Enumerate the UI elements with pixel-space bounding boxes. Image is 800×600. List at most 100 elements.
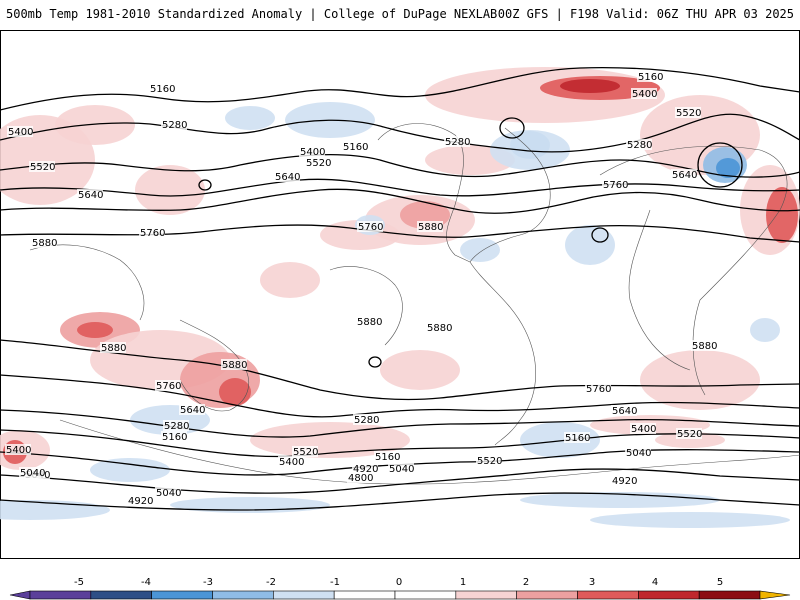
contour-label: 5400 <box>8 127 33 138</box>
anomaly-region <box>380 350 460 390</box>
contour-label-bg <box>626 139 652 150</box>
colorbar-segment <box>455 590 517 600</box>
colorbar-min-arrow <box>9 590 31 600</box>
contour-label: 5520 <box>477 456 502 467</box>
height-contour <box>0 188 800 214</box>
contour-label-bg <box>631 88 657 99</box>
height-contour <box>0 113 800 153</box>
contour-label: 5400 <box>632 89 657 100</box>
contour-label: 5880 <box>692 341 717 352</box>
contour-label: 5760 <box>358 222 383 233</box>
contour-label: 5880 <box>32 238 57 249</box>
anomaly-region <box>565 225 615 265</box>
contour-label-bg <box>671 169 697 180</box>
contour-label: 5280 <box>162 120 187 131</box>
colorbar-segment <box>90 590 152 600</box>
contour-label: 5160 <box>375 452 400 463</box>
contour-label: 5160 <box>638 72 663 83</box>
height-contour <box>0 409 800 438</box>
contour-label-bg <box>155 487 181 498</box>
anomaly-region <box>460 238 500 262</box>
anomaly-region <box>766 187 798 243</box>
colorbar-tick-label: 0 <box>396 577 402 588</box>
contour-label: 4800 <box>348 473 373 484</box>
contour-label: 5640 <box>275 172 300 183</box>
colorbar-segment <box>698 590 761 600</box>
contour-label: 5160 <box>150 84 175 95</box>
contour-label: 4920 <box>353 464 378 475</box>
contour-label-bg <box>356 316 382 327</box>
contour-label-bg <box>31 237 57 248</box>
contour-label: 5520 <box>676 108 701 119</box>
colorbar-tick-label: -1 <box>330 577 340 588</box>
colorbar-segment <box>151 590 213 600</box>
closed-contour <box>368 356 382 368</box>
contour-label-bg <box>5 444 31 455</box>
colorbar-tick-label: -5 <box>74 577 84 588</box>
contour-label: 5760 <box>603 180 628 191</box>
contour-label-bg <box>127 495 153 506</box>
anomaly-region <box>55 105 135 145</box>
contour-label-bg <box>342 141 368 152</box>
closed-contour <box>499 117 525 139</box>
contour-label-bg <box>374 451 400 462</box>
anomaly-region <box>560 79 620 93</box>
colorbar-segment <box>638 590 700 600</box>
contour-label-bg <box>19 467 45 478</box>
contour-label-bg <box>139 227 165 238</box>
height-contour <box>0 178 800 197</box>
contour-label: 5880 <box>418 222 443 233</box>
colorbar-tick-label: -2 <box>266 577 276 588</box>
contour-label: 5040 <box>20 468 45 479</box>
contour-label: 5880 <box>357 317 382 328</box>
height-contour <box>0 153 800 178</box>
contour-label: 4920 <box>612 476 637 487</box>
contour-label-bg <box>149 83 175 94</box>
anomaly-region <box>135 165 205 215</box>
contour-label-bg <box>676 428 702 439</box>
colorbar-segment <box>333 590 396 600</box>
colorbar-tick-label: -3 <box>203 577 213 588</box>
contour-label: 5760 <box>586 384 611 395</box>
height-contour <box>0 492 800 511</box>
contour-label-bg <box>611 475 637 486</box>
contour-label-bg <box>630 423 656 434</box>
contour-label-bg <box>476 455 502 466</box>
contour-label-bg <box>274 171 300 182</box>
contour-label: 5640 <box>78 190 103 201</box>
closed-contour <box>697 142 743 188</box>
contour-label: 5640 <box>672 170 697 181</box>
anomaly-region <box>520 422 600 458</box>
contour-label-bg <box>637 71 663 82</box>
contour-label: 5520 <box>677 429 702 440</box>
contour-label-bg <box>305 157 331 168</box>
model-run-info: 00Z GFS | F198 Valid: 06Z THU APR 03 202… <box>497 7 794 21</box>
closed-contour <box>591 227 609 243</box>
contour-label: 5160 <box>162 432 187 443</box>
contour-label-bg <box>417 221 443 232</box>
contour-label-bg <box>611 405 637 416</box>
contour-label-bg <box>352 463 378 474</box>
colorbar-max-arrow <box>759 590 791 600</box>
anomaly-region <box>655 432 725 448</box>
contour-label-bg <box>347 472 373 483</box>
contour-label-bg <box>161 119 187 130</box>
contour-label-bg <box>388 463 414 474</box>
colorbar-segment <box>394 590 457 600</box>
contour-label-bg <box>278 456 304 467</box>
height-contour <box>0 429 800 458</box>
contour-label-bg <box>221 359 247 370</box>
anomaly-region <box>750 318 780 342</box>
contour-label: 5640 <box>612 406 637 417</box>
contour-label-bg <box>155 380 181 391</box>
contour-label-bg <box>585 383 611 394</box>
contour-label: 5040 <box>389 464 414 475</box>
contour-label: 5880 <box>101 343 126 354</box>
colorbar-tick-label: 3 <box>589 577 595 588</box>
contour-label: 4920 <box>128 496 153 507</box>
contour-label: 5760 <box>156 381 181 392</box>
contour-label: 5280 <box>445 137 470 148</box>
anomaly-region <box>90 458 170 482</box>
height-contour <box>0 468 800 494</box>
